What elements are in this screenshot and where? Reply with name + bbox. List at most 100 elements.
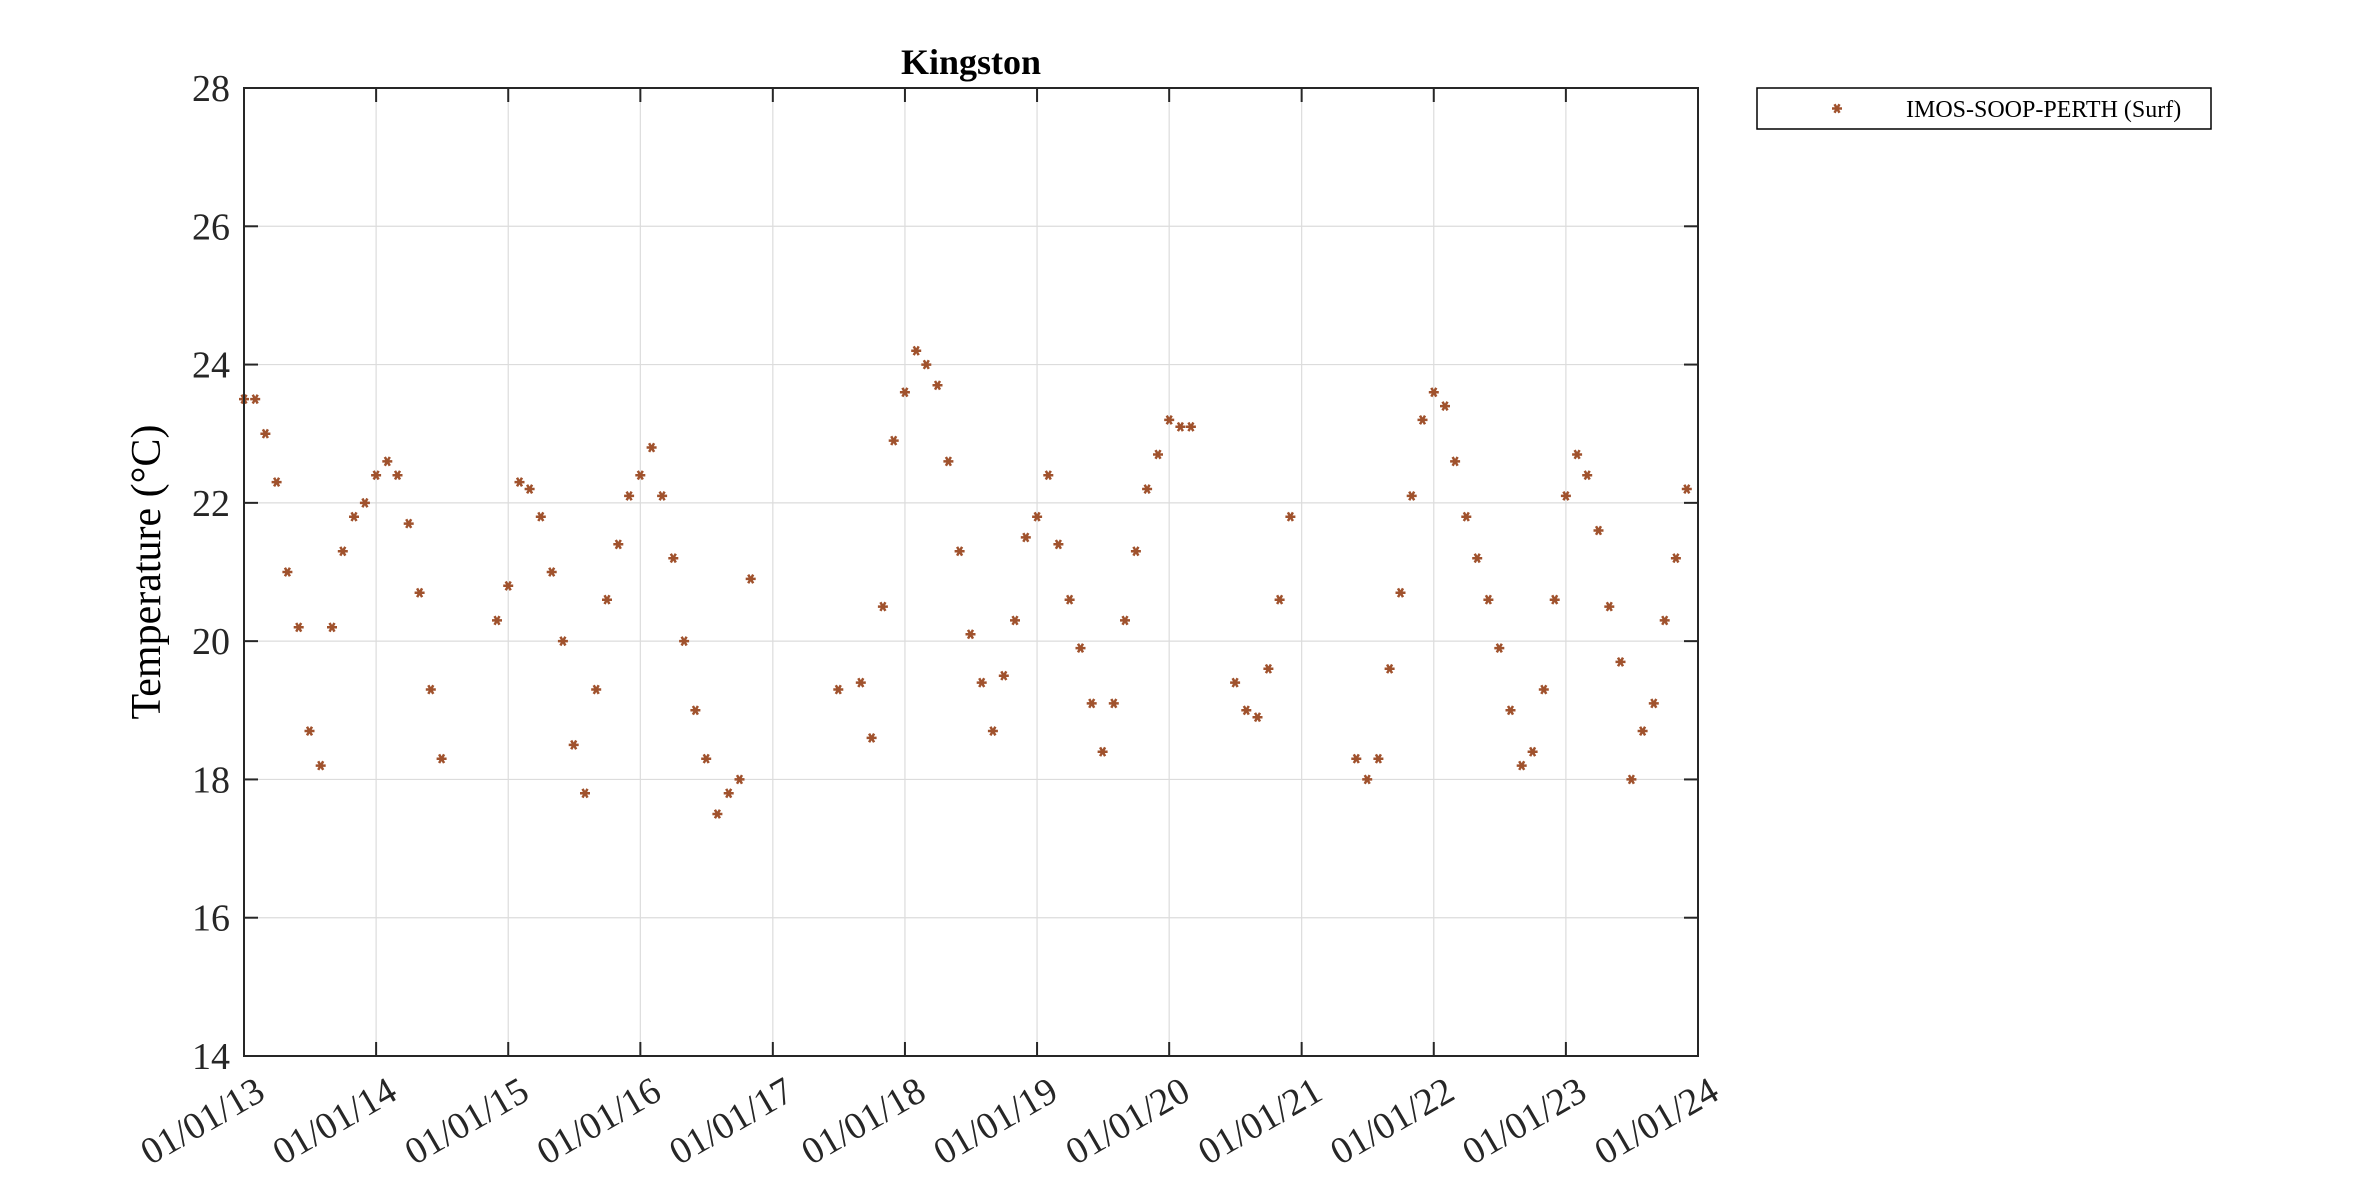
data-point [745, 573, 756, 584]
data-point [359, 497, 370, 508]
data-point [976, 677, 987, 688]
data-point [833, 684, 844, 695]
data-point [414, 587, 425, 598]
data-point [349, 511, 359, 522]
data-point [1164, 414, 1175, 425]
data-point [382, 456, 393, 467]
data-point [591, 684, 602, 695]
data-point [1417, 414, 1428, 425]
data-point [657, 490, 668, 501]
data-point [1560, 490, 1571, 501]
data-point [723, 788, 734, 799]
data-point [1010, 615, 1020, 626]
data-point [712, 809, 723, 819]
data-point [392, 470, 403, 481]
data-point [250, 394, 261, 405]
data-point [492, 615, 502, 626]
data-point [337, 546, 348, 557]
data-point [1108, 698, 1119, 709]
data-point [1373, 753, 1384, 764]
data-point [965, 629, 976, 640]
data-point [899, 387, 910, 398]
data-point [1274, 594, 1285, 605]
data-point [1395, 587, 1406, 598]
data-point [1075, 643, 1086, 654]
data-point [503, 580, 514, 591]
legend-marker-shape [1832, 103, 1842, 114]
data-point [624, 490, 635, 501]
data-point [371, 470, 382, 481]
data-point [1648, 698, 1659, 709]
data-point [1582, 470, 1593, 481]
data-point [514, 477, 525, 488]
data-point [921, 359, 932, 370]
y-axis-label: Temperature (°C) [124, 425, 170, 720]
data-point [1263, 663, 1274, 674]
data-point [1494, 643, 1505, 654]
data-point [1384, 663, 1395, 674]
data-point [580, 788, 590, 799]
data-point [987, 726, 998, 737]
data-point [866, 732, 877, 743]
data-point [535, 511, 546, 522]
data-point [1659, 615, 1670, 626]
legend: IMOS-SOOP-PERTH (Surf) [1756, 87, 2212, 130]
y-tick-label: 22 [192, 483, 230, 525]
data-point [1142, 484, 1153, 495]
data-point [425, 684, 436, 695]
data-point [403, 518, 414, 529]
data-point [524, 484, 535, 495]
data-point [436, 753, 447, 764]
legend-marker-icon [1832, 103, 1842, 114]
data-point [1064, 594, 1075, 605]
data-point [546, 567, 557, 577]
data-point [1241, 705, 1252, 716]
chart-title: Kingston [901, 42, 1041, 82]
data-point [668, 553, 679, 564]
y-tick-label: 24 [192, 345, 230, 387]
data-point [327, 622, 337, 633]
data-point [1086, 698, 1097, 709]
data-point [1130, 546, 1141, 557]
data-point [1615, 656, 1626, 667]
data-point [568, 739, 579, 750]
data-point [679, 636, 690, 647]
data-point [1538, 684, 1549, 695]
y-tick-label: 28 [192, 68, 230, 110]
data-point [1670, 553, 1681, 564]
data-point [315, 760, 326, 771]
data-point [943, 456, 954, 467]
data-point [1175, 421, 1186, 432]
data-point [1252, 712, 1263, 723]
data-point [613, 539, 624, 550]
data-points [239, 345, 1692, 819]
data-point [888, 435, 899, 446]
data-point [1362, 774, 1373, 785]
data-point [1153, 449, 1163, 460]
data-point [646, 442, 657, 453]
plot-frame [243, 87, 1699, 1057]
data-point [1505, 705, 1516, 716]
data-point [1020, 532, 1031, 543]
data-point [260, 428, 271, 439]
data-point [690, 705, 701, 716]
data-point [1549, 594, 1560, 605]
data-point [1604, 601, 1615, 612]
data-point [1428, 387, 1439, 398]
data-point [1593, 525, 1604, 536]
data-point [271, 477, 282, 488]
data-point [1185, 421, 1196, 432]
data-point [1120, 615, 1130, 626]
data-point [1032, 511, 1043, 522]
y-tick-label: 20 [192, 621, 230, 663]
data-point [1516, 760, 1527, 771]
data-point [1681, 484, 1692, 495]
data-point [635, 470, 646, 481]
data-point [998, 670, 1009, 681]
data-point [1053, 539, 1064, 550]
data-point [1440, 401, 1450, 412]
data-point [1626, 774, 1637, 785]
data-point [557, 636, 568, 647]
data-point [1483, 594, 1494, 605]
